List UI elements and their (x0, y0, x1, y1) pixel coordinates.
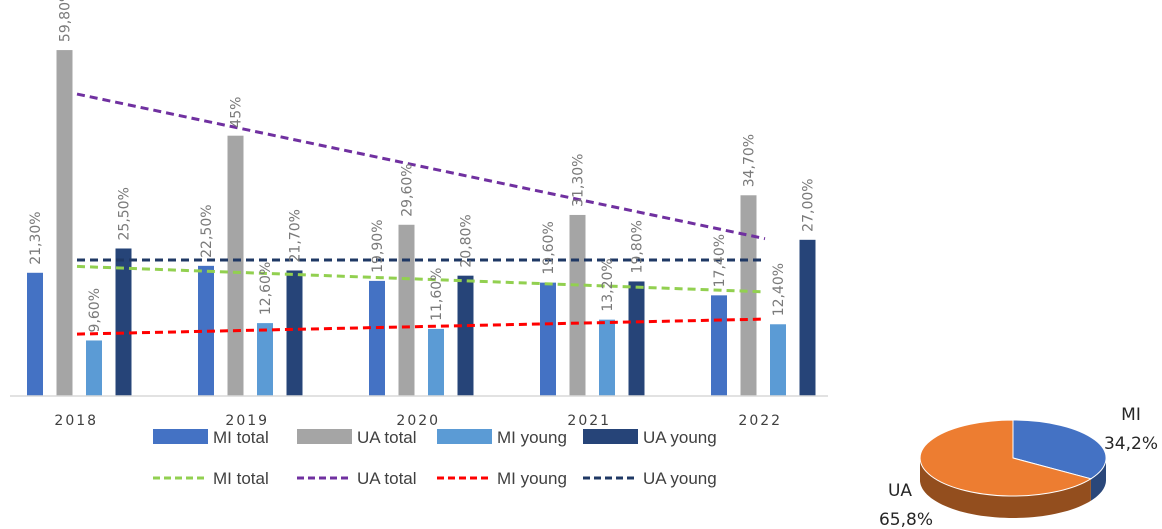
bar-mi-young-2020 (428, 328, 444, 396)
pie-slice-ua (919, 419, 1093, 497)
bar-mi-total-2018 (27, 272, 43, 396)
trendline-mi-young (76, 317, 766, 336)
bar-ua-young-2022 (799, 239, 816, 396)
bar-ua-young-2019 (286, 270, 303, 396)
data-label-ua-total-2022: 34,70% (742, 134, 758, 187)
data-label-ua-young-2019: 21,70% (288, 209, 304, 262)
bar-mi-total-2019 (198, 265, 214, 396)
x-tick-2019: 2019 (225, 413, 269, 429)
data-label-mi-total-2020: 19,90% (370, 219, 386, 272)
trendline-group (76, 92, 766, 336)
x-tick-labels: 2018 2019 2020 2021 2022 (54, 413, 782, 429)
data-label-mi-young-2020: 11,60% (429, 268, 445, 321)
data-label-ua-young-2021: 19,80% (630, 220, 646, 273)
bar-mi-young-2018 (86, 340, 102, 396)
legend-swatch-ua-total (297, 429, 352, 444)
bar-mi-young-2022 (770, 324, 786, 396)
bar-mi-total-2022 (711, 295, 727, 396)
pie-label-value-mi: 34,2% (1104, 434, 1158, 454)
legend-swatch-ua-young (583, 429, 638, 444)
data-label-ua-young-2018: 25,50% (117, 187, 133, 240)
x-tick-2022: 2022 (738, 413, 782, 429)
bar-ua-total-2018 (56, 50, 73, 396)
bar-ua-young-2018 (115, 248, 132, 396)
data-label-mi-young-2019: 12,60% (258, 262, 274, 315)
bar-ua-total-2022 (740, 195, 757, 396)
bar-ua-young-2020 (457, 275, 474, 396)
data-label-mi-young-2018: 9,60% (87, 288, 103, 332)
bar-ua-total-2019 (227, 135, 244, 396)
legend-trend-label-mi-total: MI total (213, 469, 269, 488)
legend-swatch-mi-young (437, 429, 492, 444)
pie-slice-mi-side (1090, 457, 1106, 501)
data-label-mi-young-2021: 13,20% (600, 258, 616, 311)
bar-chart: 2018 2019 2020 2021 2022 21,30% 22,50% 19,90% 1… (10, 0, 828, 488)
data-label-mi-total-2019: 22,50% (199, 204, 215, 257)
pie-chart: MI 34,2% UA 65,8% (879, 405, 1158, 529)
x-tick-2021: 2021 (567, 413, 611, 429)
data-label-ua-total-2021: 31,30% (571, 154, 587, 207)
bar-ua-young-2021 (628, 281, 645, 396)
pie-label-name-mi: MI (1121, 405, 1141, 425)
bar-mi-total-2020 (369, 280, 385, 396)
trendline-mi-total (76, 264, 766, 294)
legend-swatch-mi-total (153, 429, 208, 444)
bar-mi-young-2021 (599, 319, 615, 396)
data-label-ua-young-2022: 27,00% (801, 178, 817, 231)
x-tick-2018: 2018 (54, 413, 98, 429)
pie-label-name-ua: UA (888, 481, 912, 501)
legend-label-ua-young: UA young (643, 428, 717, 447)
bar-ua-total-2020 (398, 224, 415, 396)
data-label-ua-total-2020: 29,60% (400, 163, 416, 216)
bar-ua-total-2021 (569, 214, 586, 396)
bar-series-group (27, 50, 816, 396)
data-label-mi-young-2022: 12,40% (771, 263, 787, 316)
legend-label-ua-total: UA total (357, 428, 417, 447)
bar-mi-young-2019 (257, 323, 273, 396)
legend-trend-label-mi-young: MI young (497, 469, 567, 488)
data-label-ua-young-2020: 20,80% (459, 214, 475, 267)
bar-mi-total-2021 (540, 282, 556, 396)
data-labels-group: 21,30% 22,50% 19,90% 19,60% 17,40% 59,80% 45% 2… (28, 0, 817, 332)
x-tick-2020: 2020 (396, 413, 440, 429)
legend-trend-label-ua-young: UA young (643, 469, 717, 488)
legend-label-mi-total: MI total (213, 428, 269, 447)
data-label-mi-total-2021: 19,60% (541, 221, 557, 274)
data-label-mi-total-2022: 17,40% (712, 234, 728, 287)
data-label-mi-total-2018: 21,30% (28, 211, 44, 264)
legend-label-mi-young: MI young (497, 428, 567, 447)
pie-label-value-ua: 65,8% (879, 510, 933, 529)
pie-slice-ua-side (920, 459, 1091, 518)
trendline-ua-total (76, 92, 766, 241)
data-label-ua-total-2018: 59,80% (58, 0, 74, 42)
data-label-ua-total-2019: 45% (229, 97, 245, 128)
legend-trend-label-ua-total: UA total (357, 469, 417, 488)
legend: MI total UA total MI young UA young MI total… (153, 428, 717, 488)
